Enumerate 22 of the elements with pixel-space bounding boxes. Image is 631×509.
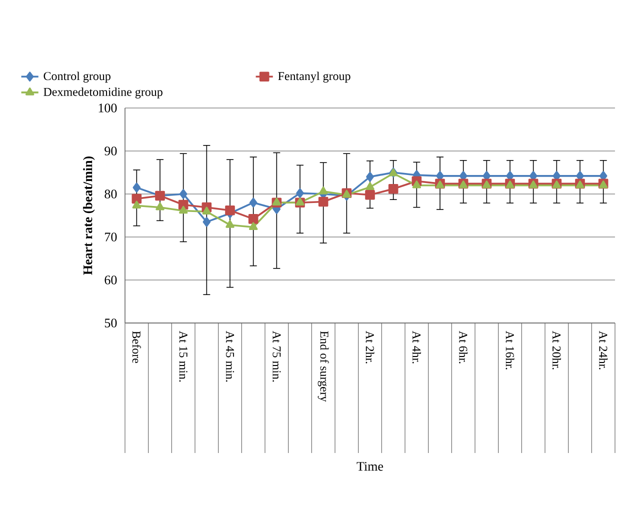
legend-label: Fentanyl group	[278, 72, 350, 83]
y-tick-label: 70	[105, 232, 117, 242]
y-tick-label: 60	[104, 276, 117, 284]
legend-label: Dexmedetomidine group	[44, 88, 162, 98]
legend-label: Control group	[44, 72, 110, 83]
y-tick-label: 90	[104, 146, 117, 156]
x-tick-label: At 20hr.	[552, 330, 561, 370]
x-tick-label: At 45 min.	[226, 330, 234, 382]
y-tick-label: 100	[98, 104, 117, 112]
y-tick-label: 80	[104, 190, 117, 198]
x-tick-label: At 6hr.	[459, 330, 468, 364]
y-axis-title: Heart rate (beat/min)	[83, 156, 95, 275]
x-tick-label: Before	[132, 331, 141, 364]
x-tick-label: At 2hr.	[366, 330, 374, 364]
x-tick-label: At 16hr.	[506, 330, 514, 370]
x-tick-label: At 4hr.	[412, 330, 421, 364]
x-tick-label: At 15 min.	[179, 330, 188, 382]
y-tick-label: 50	[104, 318, 117, 328]
x-tick-label: At 24hr.	[599, 330, 608, 370]
x-axis-title: Time	[356, 462, 384, 471]
x-tick-label: End of surgery	[318, 331, 329, 402]
x-tick-label: At 75 min.	[272, 330, 281, 382]
